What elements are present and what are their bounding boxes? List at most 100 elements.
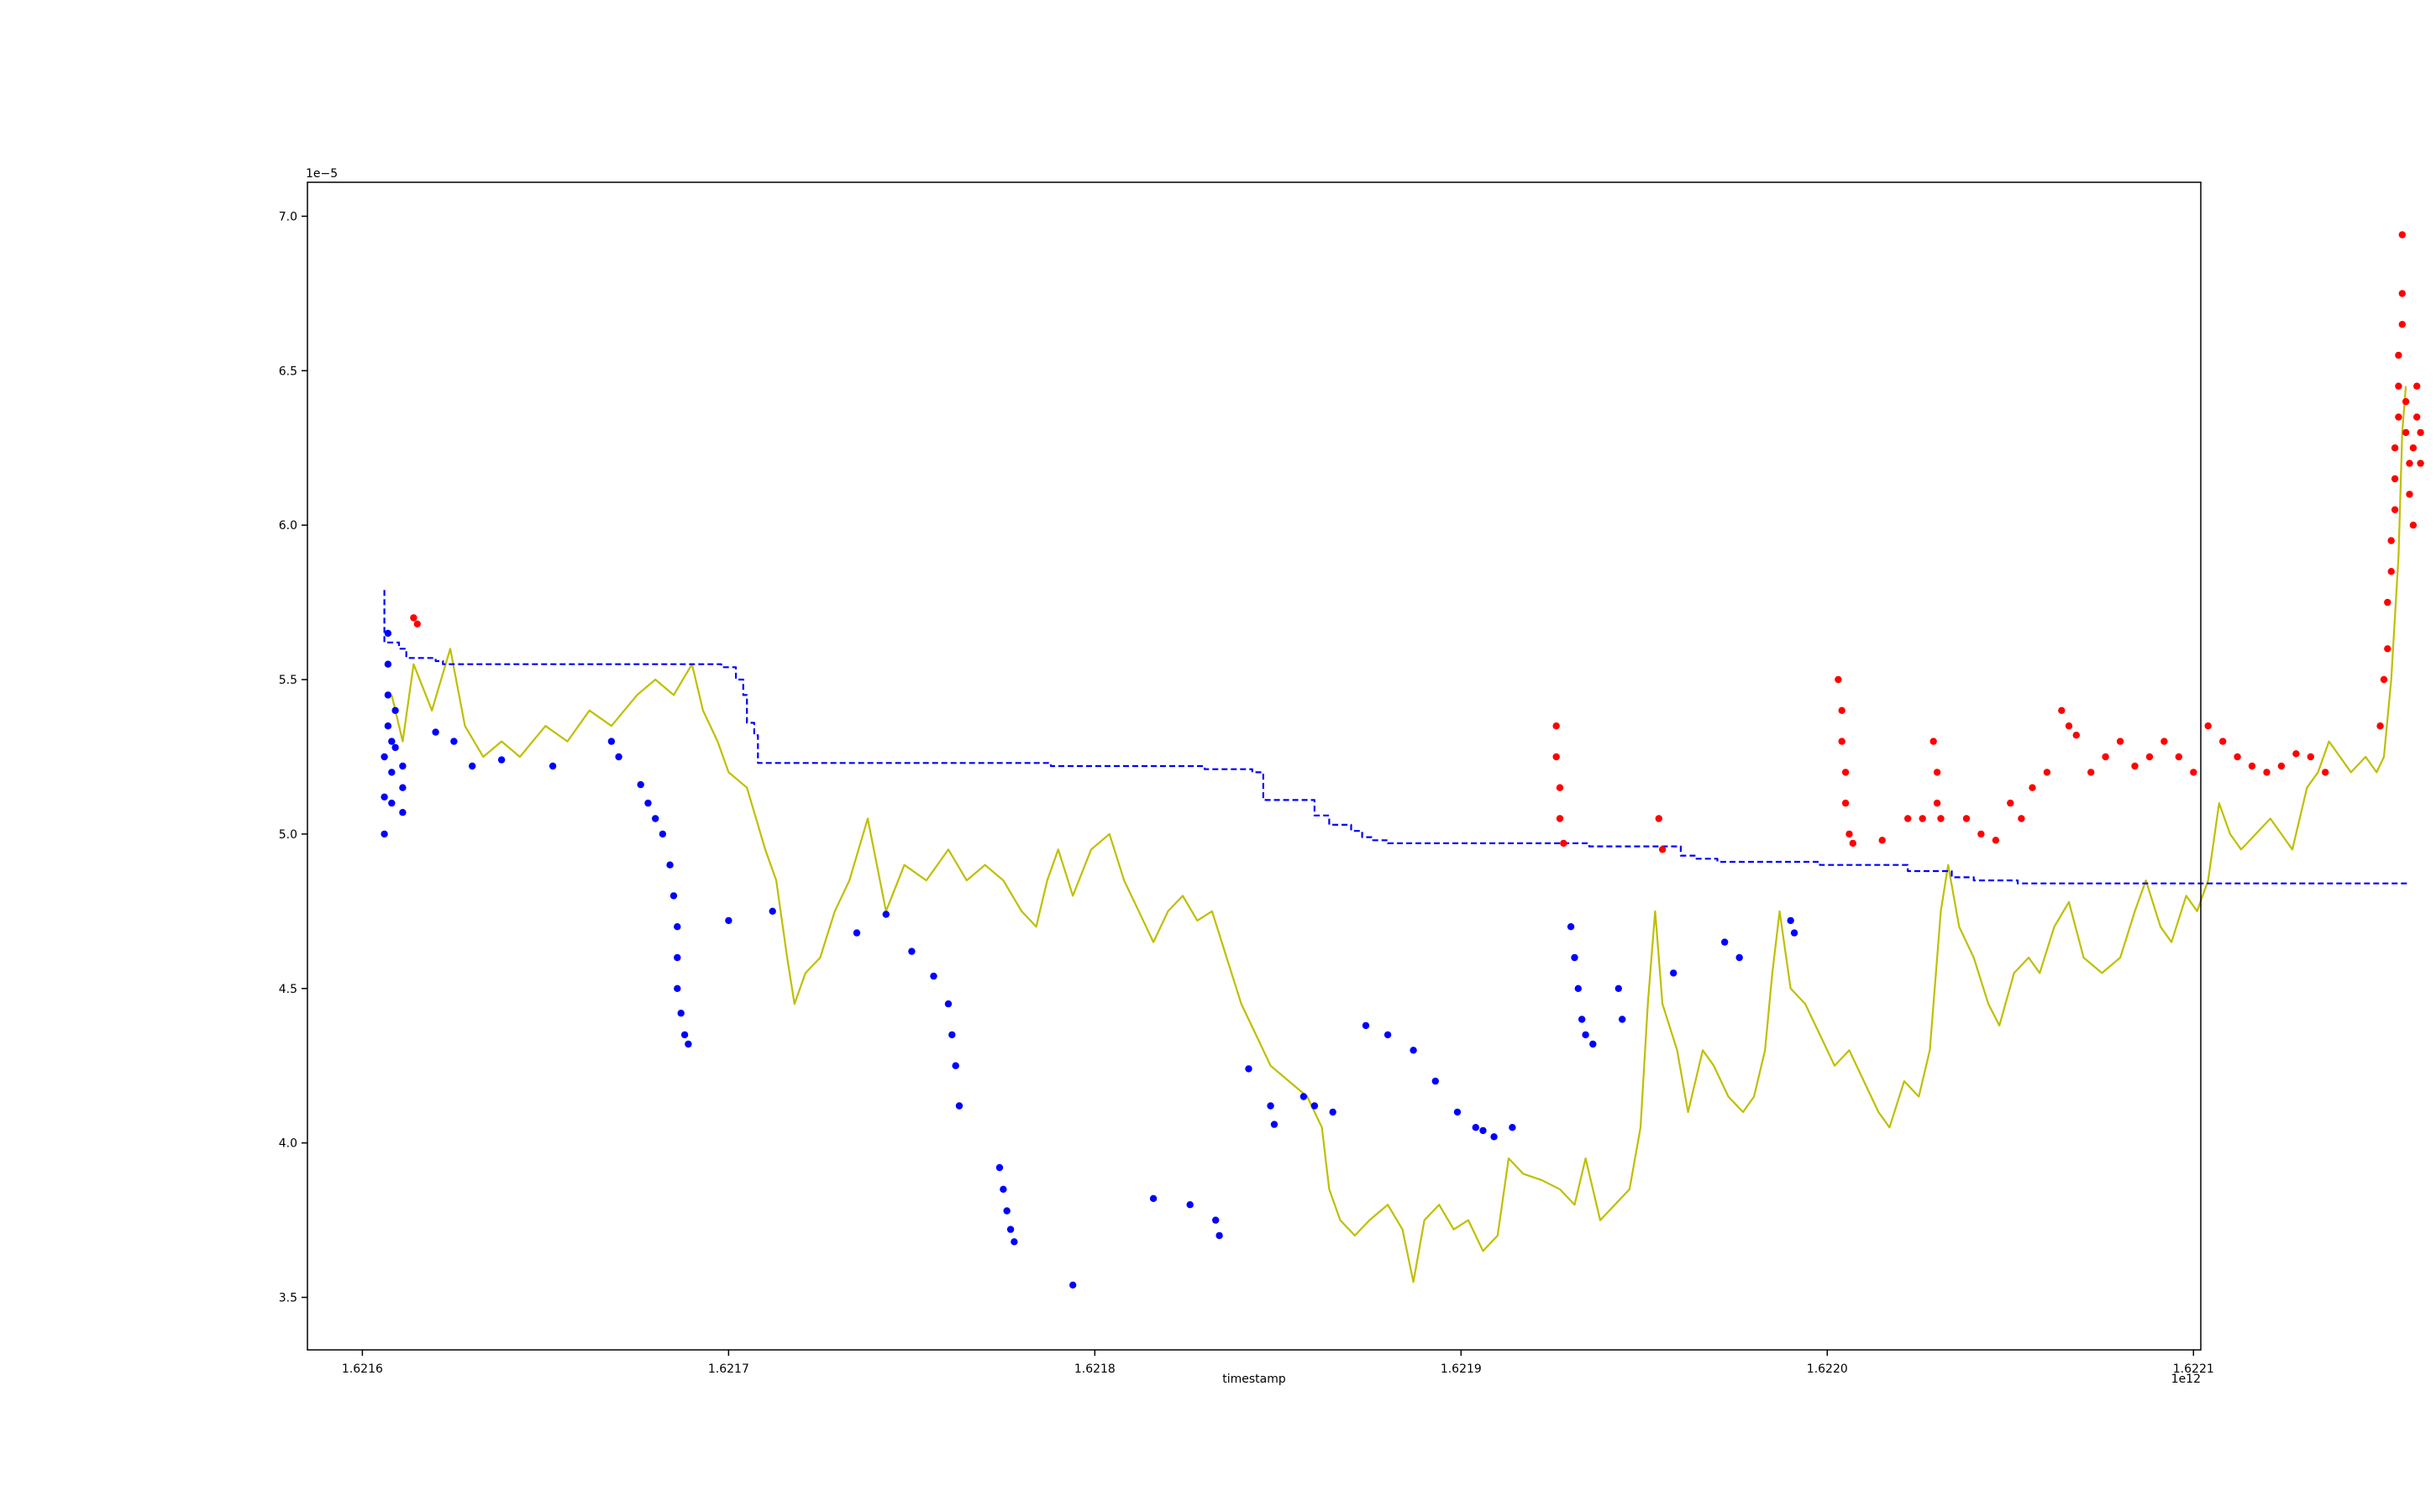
y-tick-label: 3.5 [279, 1291, 297, 1305]
series-3-point-48 [2307, 753, 2314, 761]
series-2-point-48 [1011, 1238, 1018, 1246]
series-2-point-34 [725, 916, 732, 925]
series-2-point-59 [1329, 1108, 1336, 1116]
x-offset-text: 1e12 [2171, 1373, 2201, 1386]
series-3-point-35 [2116, 738, 2124, 745]
y-tick-label: 6.5 [279, 365, 297, 378]
series-2-point-4 [384, 691, 392, 699]
series-2-point-31 [677, 1010, 685, 1017]
series-layer [381, 231, 2424, 1289]
series-3-point-18 [1919, 815, 1926, 822]
series-3-point-33 [2087, 769, 2095, 776]
series-2-point-1 [381, 793, 388, 801]
series-3-point-15 [1849, 839, 1856, 848]
x-tick-label: 1.6219 [1441, 1362, 1482, 1376]
series-3-point-19 [1929, 738, 1937, 745]
series-2-point-78 [1721, 938, 1729, 946]
series-3-point-2 [1552, 722, 1560, 730]
series-2-point-69 [1567, 923, 1575, 931]
series-3-point-36 [2131, 762, 2139, 770]
series-3-point-30 [2058, 706, 2066, 714]
series-2-point-68 [1509, 1124, 1516, 1131]
series-2-point-27 [669, 892, 678, 900]
series-3-point-53 [2384, 598, 2391, 606]
series-3-point-72 [2413, 382, 2421, 390]
series-3-point-52 [2384, 645, 2391, 653]
series-2-point-47 [1006, 1226, 1015, 1233]
series-2-point-60 [1362, 1021, 1370, 1030]
series-3-point-65 [2402, 397, 2410, 406]
series-line-0 [391, 386, 2407, 1284]
series-2-point-37 [882, 911, 890, 918]
series-2-point-77 [1670, 969, 1677, 977]
series-3-point-57 [2391, 475, 2399, 483]
y-tick-label: 7.0 [279, 210, 297, 223]
series-2-point-44 [995, 1163, 1004, 1172]
series-2-point-28 [674, 923, 681, 931]
series-3-point-23 [1962, 815, 1971, 822]
series-3-point-25 [1992, 837, 2000, 844]
series-2-point-75 [1614, 984, 1623, 993]
series-3-point-28 [2029, 784, 2036, 791]
series-2-point-8 [388, 769, 396, 776]
series-2-point-58 [1310, 1102, 1319, 1110]
series-2-point-21 [615, 753, 622, 761]
series-3-point-44 [2248, 762, 2256, 770]
series-2-point-38 [908, 948, 916, 955]
series-3-point-50 [2376, 722, 2384, 730]
series-2-point-11 [391, 743, 399, 752]
series-2-point-33 [685, 1040, 692, 1048]
series-2-point-43 [955, 1102, 963, 1110]
series-2-point-39 [930, 972, 937, 980]
series-2-point-29 [674, 953, 681, 962]
series-3-point-41 [2204, 722, 2212, 730]
series-3-point-8 [1658, 846, 1667, 853]
series-3-point-6 [1560, 839, 1567, 848]
series-2-point-66 [1479, 1126, 1487, 1135]
series-2-point-46 [1003, 1207, 1011, 1215]
series-3-point-49 [2322, 769, 2329, 776]
series-3-point-70 [2409, 444, 2418, 452]
series-2-point-71 [1574, 984, 1583, 993]
series-2-point-67 [1490, 1133, 1498, 1141]
series-2-point-81 [1790, 929, 1798, 937]
series-2-point-22 [637, 780, 644, 789]
series-2-point-36 [853, 929, 861, 937]
series-2-point-35 [769, 907, 776, 916]
series-3-point-42 [2219, 738, 2227, 745]
series-3-point-34 [2102, 753, 2109, 761]
y-tick-label: 4.0 [279, 1137, 297, 1151]
series-2-point-25 [659, 830, 667, 838]
series-3-point-24 [1977, 830, 1985, 838]
series-2-point-56 [1270, 1121, 1278, 1128]
series-2-point-32 [680, 1031, 689, 1039]
series-2-point-65 [1472, 1124, 1480, 1131]
y-tick-label: 6.0 [279, 519, 297, 533]
series-3-point-54 [2387, 568, 2395, 575]
series-3-point-68 [2406, 491, 2413, 498]
series-2-point-50 [1149, 1194, 1158, 1203]
y-tick-label: 5.0 [279, 828, 297, 842]
series-2-point-5 [384, 660, 392, 668]
series-2-point-10 [391, 706, 399, 714]
series-3-point-38 [2160, 738, 2168, 745]
series-3-point-1 [413, 620, 421, 627]
series-2-point-70 [1571, 953, 1578, 962]
series-3-point-7 [1655, 815, 1663, 822]
series-2-point-42 [952, 1062, 959, 1069]
series-2-point-16 [450, 738, 458, 745]
series-2-point-52 [1212, 1216, 1220, 1224]
series-2-point-9 [388, 799, 396, 807]
series-3-point-12 [1841, 769, 1850, 776]
series-2-point-61 [1383, 1031, 1392, 1039]
series-3-point-4 [1556, 784, 1564, 791]
series-2-point-54 [1245, 1065, 1252, 1073]
series-2-point-0 [381, 830, 388, 838]
series-3-point-29 [2043, 769, 2051, 776]
x-tick-label: 1.6220 [1807, 1362, 1848, 1376]
series-2-point-80 [1787, 916, 1794, 925]
series-3-point-46 [2277, 762, 2286, 770]
series-3-point-69 [2409, 522, 2418, 529]
series-3-point-63 [2398, 290, 2406, 297]
series-3-point-40 [2190, 769, 2197, 776]
